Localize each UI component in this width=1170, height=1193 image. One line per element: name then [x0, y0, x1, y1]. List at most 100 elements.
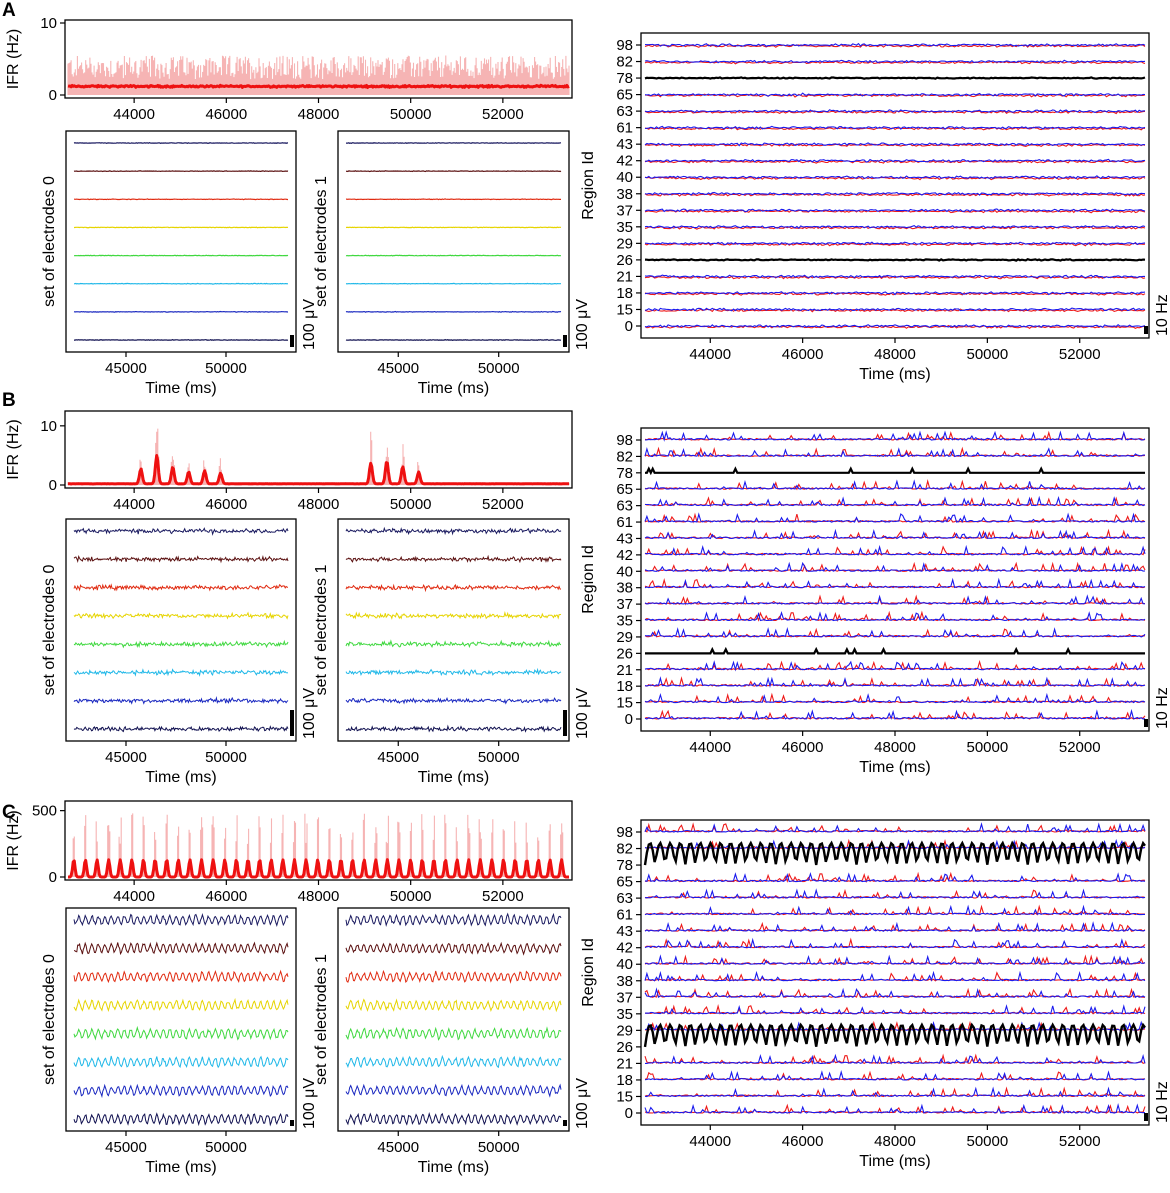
ifr-mean-line-0 — [67, 83, 570, 89]
region-ytick-label-2-63: 63 — [616, 890, 633, 907]
panel-letter-C: C — [2, 802, 16, 823]
region-ytick-label-2-37: 37 — [616, 989, 633, 1006]
electrode-xlabel-0-0: Time (ms) — [145, 380, 216, 397]
region-trace-simulated-0-38 — [644, 191, 1146, 196]
electrode-trace-0-0-0 — [73, 142, 289, 144]
region-ytick-label-1-21: 21 — [616, 662, 633, 679]
electrode-trace-2-1-4 — [345, 1026, 562, 1041]
electrode-trace-0-0-4 — [74, 254, 289, 257]
electrode-trace-1-0-1 — [73, 554, 289, 564]
region-xtick-label-1-4: 52000 — [1059, 739, 1101, 756]
region-trace-reference-0-29 — [644, 242, 1146, 247]
electrode-xtick-label-2-0-0: 45000 — [105, 1139, 147, 1156]
ifr-ytick-label-0-1: 10 — [40, 15, 57, 32]
region-ytick-label-2-65: 65 — [616, 874, 633, 891]
region-ytick-label-1-61: 61 — [616, 514, 633, 531]
electrode-trace-2-0-6 — [73, 1083, 289, 1099]
electrode-axes-frame-2-1 — [337, 907, 570, 1132]
electrode-xlabel-1-1: Time (ms) — [418, 769, 489, 786]
region-ytick-label-1-26: 26 — [616, 645, 633, 662]
electrode-trace-0-0-3 — [74, 226, 289, 229]
region-ytick-label-1-42: 42 — [616, 547, 633, 564]
ifr-xtick-label-2-3: 50000 — [390, 888, 432, 905]
electrode-trace-2-1-6 — [345, 1083, 562, 1098]
region-ytick-label-1-40: 40 — [616, 563, 633, 580]
electrode-ylabel-0-1: set of electrodes 1 — [313, 176, 330, 307]
electrode-xtick-label-1-1-1: 50000 — [478, 749, 520, 766]
ifr-xtick-label-1-3: 50000 — [390, 496, 432, 513]
electrode-xtick-label-0-1-1: 50000 — [478, 360, 520, 377]
scalebar-label-0-1: 100 μV — [574, 299, 591, 350]
region-trace-simulated-2-15 — [644, 1086, 1146, 1098]
ifr-ytick-label-0-0: 0 — [49, 87, 57, 104]
electrode-xtick-label-2-0-1: 50000 — [205, 1139, 247, 1156]
ifr-xtick-label-2-1: 46000 — [205, 888, 247, 905]
region-trace-reference-1-82 — [644, 446, 1146, 458]
electrode-xlabel-1-0: Time (ms) — [145, 769, 216, 786]
electrode-trace-0-0-2 — [74, 198, 288, 201]
region-ytick-label-1-63: 63 — [616, 498, 633, 515]
electrode-axes-frame-0-1 — [337, 130, 570, 353]
region-trace-simulated-0-15 — [644, 307, 1146, 312]
scalebar-label-1-1: 100 μV — [574, 688, 591, 739]
electrode-trace-1-1-4 — [345, 639, 562, 649]
electrode-trace-1-1-2 — [345, 583, 562, 593]
ifr-envelope-0 — [67, 55, 570, 95]
region-trace-simulated-0-35 — [644, 224, 1146, 229]
region-trace-simulated-2-35 — [644, 1004, 1146, 1015]
electrode-xlabel-0-1: Time (ms) — [418, 380, 489, 397]
region-trace-simulated-1-29 — [644, 626, 1146, 638]
electrode-trace-0-1-4 — [345, 254, 561, 257]
electrode-xtick-label-1-0-0: 45000 — [105, 749, 147, 766]
electrode-trace-2-0-2 — [73, 969, 289, 984]
region-trace-simulated-0-29 — [644, 241, 1146, 246]
electrode-trace-1-0-2 — [73, 583, 288, 592]
electrode-trace-0-0-5 — [73, 282, 289, 285]
region-ytick-label-0-63: 63 — [616, 103, 633, 120]
region-trace-simulated-0-21 — [644, 274, 1145, 279]
region-scalebar-label-2: 10 Hz — [1154, 1081, 1170, 1123]
region-ytick-label-0-29: 29 — [616, 235, 633, 252]
electrode-trace-1-1-1 — [345, 554, 562, 564]
electrode-trace-2-1-5 — [345, 1054, 562, 1069]
ifr-ytick-label-1-0: 0 — [49, 477, 57, 494]
region-trace-reference-0-61 — [644, 126, 1146, 131]
region-ytick-label-2-18: 18 — [616, 1072, 633, 1089]
region-trace-simulated-2-65 — [644, 872, 1146, 883]
region-trace-reference-1-61 — [644, 512, 1146, 524]
electrode-trace-1-1-3 — [345, 611, 562, 620]
region-trace-simulated-0-61 — [644, 125, 1146, 130]
region-ytick-label-0-38: 38 — [616, 186, 633, 203]
region-ytick-label-0-98: 98 — [616, 37, 633, 54]
electrode-trace-0-1-0 — [346, 142, 562, 144]
region-ytick-label-1-35: 35 — [616, 613, 633, 630]
ifr-ytick-label-2-1: 500 — [32, 803, 57, 820]
region-trace-simulated-0-0 — [644, 323, 1146, 329]
region-trace-simulated-2-42 — [644, 937, 1146, 949]
region-xlabel-2: Time (ms) — [859, 1153, 930, 1170]
region-trace-simulated-2-40 — [644, 954, 1146, 966]
region-trace-simulated-2-43 — [644, 921, 1146, 932]
ifr-xtick-label-0-3: 50000 — [390, 106, 432, 123]
ifr-xtick-label-1-2: 48000 — [298, 496, 340, 513]
region-ytick-label-0-61: 61 — [616, 120, 633, 137]
region-trace-simulated-0-37 — [644, 208, 1146, 213]
ifr-xtick-label-1-4: 52000 — [482, 496, 524, 513]
region-trace-simulated-2-38 — [644, 970, 1146, 982]
region-ytick-label-1-15: 15 — [616, 695, 633, 712]
region-ytick-label-1-18: 18 — [616, 678, 633, 695]
region-trace-reference-1-37 — [644, 594, 1145, 606]
electrode-trace-2-0-3 — [73, 997, 289, 1013]
electrode-trace-0-1-1 — [345, 170, 562, 173]
electrode-ylabel-1-0: set of electrodes 0 — [41, 565, 58, 696]
electrode-trace-1-0-4 — [73, 639, 289, 649]
electrode-trace-1-1-6 — [345, 697, 562, 705]
region-ytick-label-2-0: 0 — [625, 1105, 633, 1122]
region-trace-simulated-0-40 — [644, 175, 1146, 180]
electrode-axes-frame-2-0 — [65, 907, 297, 1132]
region-ytick-label-0-40: 40 — [616, 169, 633, 186]
region-trace-simulated-1-61 — [644, 512, 1146, 523]
region-trace-reference-0-42 — [644, 159, 1146, 164]
region-ytick-label-1-38: 38 — [616, 580, 633, 597]
region-trace-simulated-1-40 — [644, 561, 1146, 573]
